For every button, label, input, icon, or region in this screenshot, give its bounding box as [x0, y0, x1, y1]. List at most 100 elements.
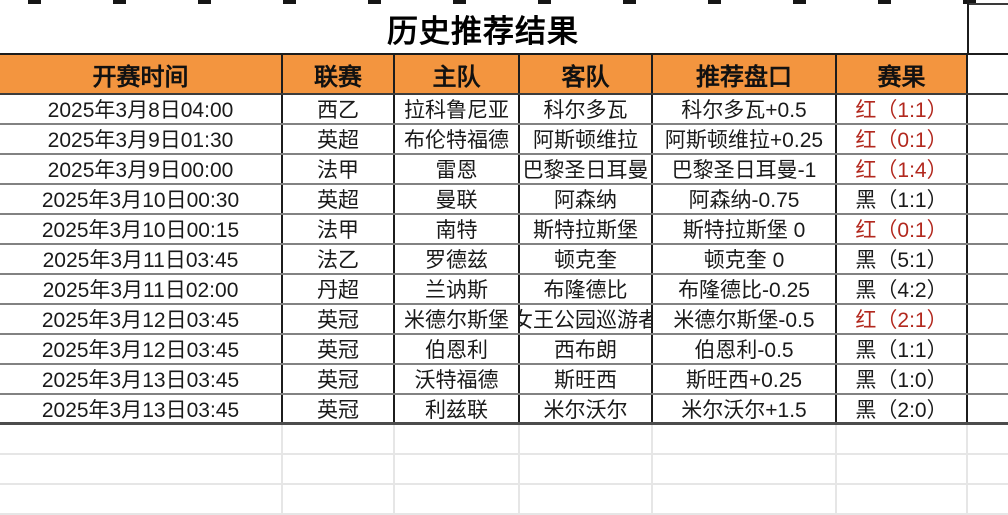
outside-table-strip	[968, 275, 1008, 303]
table-row: 2025年3月9日01:30 英超 布伦特福德 阿斯顿维拉 阿斯顿维拉+0.25…	[0, 125, 1008, 155]
cell-away-team: 西布朗	[520, 335, 653, 363]
cell-handicap: 米德尔斯堡-0.5	[653, 305, 837, 333]
outside-table-strip	[968, 125, 1008, 153]
empty-cell	[837, 485, 968, 513]
cell-result: 黑（4:2）	[837, 275, 968, 303]
cell-league: 丹超	[283, 275, 395, 303]
empty-sheet-rows	[0, 425, 1008, 515]
page-title: 历史推荐结果	[387, 13, 579, 49]
col-header-result: 赛果	[837, 55, 968, 93]
cell-result: 黑（5:1）	[837, 245, 968, 273]
empty-cell	[520, 425, 653, 453]
empty-cell	[395, 425, 520, 453]
empty-cell	[968, 455, 1008, 483]
cell-result: 红（2:1）	[837, 305, 968, 333]
outside-table-strip	[968, 245, 1008, 273]
cell-home-team: 利兹联	[395, 395, 520, 422]
empty-cell	[653, 425, 837, 453]
empty-cell	[837, 455, 968, 483]
empty-cell	[0, 455, 283, 483]
cell-kickoff-time: 2025年3月13日03:45	[0, 365, 283, 393]
empty-cell	[283, 455, 395, 483]
empty-cell	[395, 455, 520, 483]
empty-cell	[283, 425, 395, 453]
empty-row	[0, 485, 1008, 515]
empty-cell	[0, 425, 283, 453]
cell-kickoff-time: 2025年3月11日02:00	[0, 275, 283, 303]
outside-table-strip	[968, 395, 1008, 422]
cell-league: 法乙	[283, 245, 395, 273]
cell-home-team: 罗德兹	[395, 245, 520, 273]
cell-away-team: 顿克奎	[520, 245, 653, 273]
cell-handicap: 斯特拉斯堡 0	[653, 215, 837, 243]
cell-handicap: 布隆德比-0.25	[653, 275, 837, 303]
recommendation-table: 开赛时间 联赛 主队 客队 推荐盘口 赛果 2025年3月8日04:00 西乙 …	[0, 53, 1008, 515]
cell-result: 红（1:4）	[837, 155, 968, 183]
cell-kickoff-time: 2025年3月9日00:00	[0, 155, 283, 183]
col-header-kickoff-time: 开赛时间	[0, 55, 283, 93]
cell-league: 法甲	[283, 155, 395, 183]
cell-home-team: 布伦特福德	[395, 125, 520, 153]
empty-cell	[837, 425, 968, 453]
table-row: 2025年3月12日03:45 英冠 米德尔斯堡 女王公园巡游者 米德尔斯堡-0…	[0, 305, 1008, 335]
cell-handicap: 阿森纳-0.75	[653, 185, 837, 213]
cell-away-team: 斯旺西	[520, 365, 653, 393]
cell-kickoff-time: 2025年3月11日03:45	[0, 245, 283, 273]
cell-handicap: 阿斯顿维拉+0.25	[653, 125, 837, 153]
outside-table-strip	[968, 365, 1008, 393]
cell-home-team: 兰讷斯	[395, 275, 520, 303]
cell-kickoff-time: 2025年3月13日03:45	[0, 395, 283, 422]
cell-away-team: 女王公园巡游者	[520, 305, 653, 333]
cell-away-team: 阿森纳	[520, 185, 653, 213]
cropped-cell-border-artifact	[969, 3, 1008, 5]
cell-league: 英冠	[283, 305, 395, 333]
cell-away-team: 米尔沃尔	[520, 395, 653, 422]
cell-away-team: 科尔多瓦	[520, 95, 653, 123]
cell-home-team: 拉科鲁尼亚	[395, 95, 520, 123]
table-row: 2025年3月13日03:45 英冠 沃特福德 斯旺西 斯旺西+0.25 黑（1…	[0, 365, 1008, 395]
cell-away-team: 阿斯顿维拉	[520, 125, 653, 153]
cell-result: 黑（1:1）	[837, 185, 968, 213]
table-row: 2025年3月11日03:45 法乙 罗德兹 顿克奎 顿克奎 0 黑（5:1）	[0, 245, 1008, 275]
empty-cell	[520, 485, 653, 513]
outside-table-strip	[968, 55, 1008, 93]
outside-table-strip	[968, 335, 1008, 363]
cell-home-team: 米德尔斯堡	[395, 305, 520, 333]
table-row: 2025年3月12日03:45 英冠 伯恩利 西布朗 伯恩利-0.5 黑（1:1…	[0, 335, 1008, 365]
cell-league: 西乙	[283, 95, 395, 123]
empty-row	[0, 455, 1008, 485]
table-row: 2025年3月9日00:00 法甲 雷恩 巴黎圣日耳曼 巴黎圣日耳曼-1 红（1…	[0, 155, 1008, 185]
cell-away-team: 斯特拉斯堡	[520, 215, 653, 243]
cell-handicap: 巴黎圣日耳曼-1	[653, 155, 837, 183]
cell-away-team: 布隆德比	[520, 275, 653, 303]
cell-kickoff-time: 2025年3月9日01:30	[0, 125, 283, 153]
table-header-row: 开赛时间 联赛 主队 客队 推荐盘口 赛果	[0, 53, 1008, 95]
cell-home-team: 沃特福德	[395, 365, 520, 393]
table-row: 2025年3月13日03:45 英冠 利兹联 米尔沃尔 米尔沃尔+1.5 黑（2…	[0, 395, 1008, 425]
empty-cell	[283, 485, 395, 513]
cell-kickoff-time: 2025年3月12日03:45	[0, 335, 283, 363]
empty-cell	[968, 485, 1008, 513]
cell-league: 法甲	[283, 215, 395, 243]
empty-cell	[0, 485, 283, 513]
cell-result: 红（0:1）	[837, 125, 968, 153]
cell-league: 英超	[283, 125, 395, 153]
outside-table-strip	[968, 185, 1008, 213]
outside-table-strip	[968, 155, 1008, 183]
empty-row	[0, 425, 1008, 455]
table-row: 2025年3月10日00:15 法甲 南特 斯特拉斯堡 斯特拉斯堡 0 红（0:…	[0, 215, 1008, 245]
col-header-recommended-handicap: 推荐盘口	[653, 55, 837, 93]
empty-cell	[395, 485, 520, 513]
cell-home-team: 雷恩	[395, 155, 520, 183]
cell-handicap: 伯恩利-0.5	[653, 335, 837, 363]
empty-cell	[653, 455, 837, 483]
cell-result: 黑（1:0）	[837, 365, 968, 393]
cell-league: 英超	[283, 185, 395, 213]
cell-result: 红（0:1）	[837, 215, 968, 243]
col-header-league: 联赛	[283, 55, 395, 93]
table-row: 2025年3月11日02:00 丹超 兰讷斯 布隆德比 布隆德比-0.25 黑（…	[0, 275, 1008, 305]
cell-result: 红（1:1）	[837, 95, 968, 123]
cell-handicap: 米尔沃尔+1.5	[653, 395, 837, 422]
cell-handicap: 斯旺西+0.25	[653, 365, 837, 393]
